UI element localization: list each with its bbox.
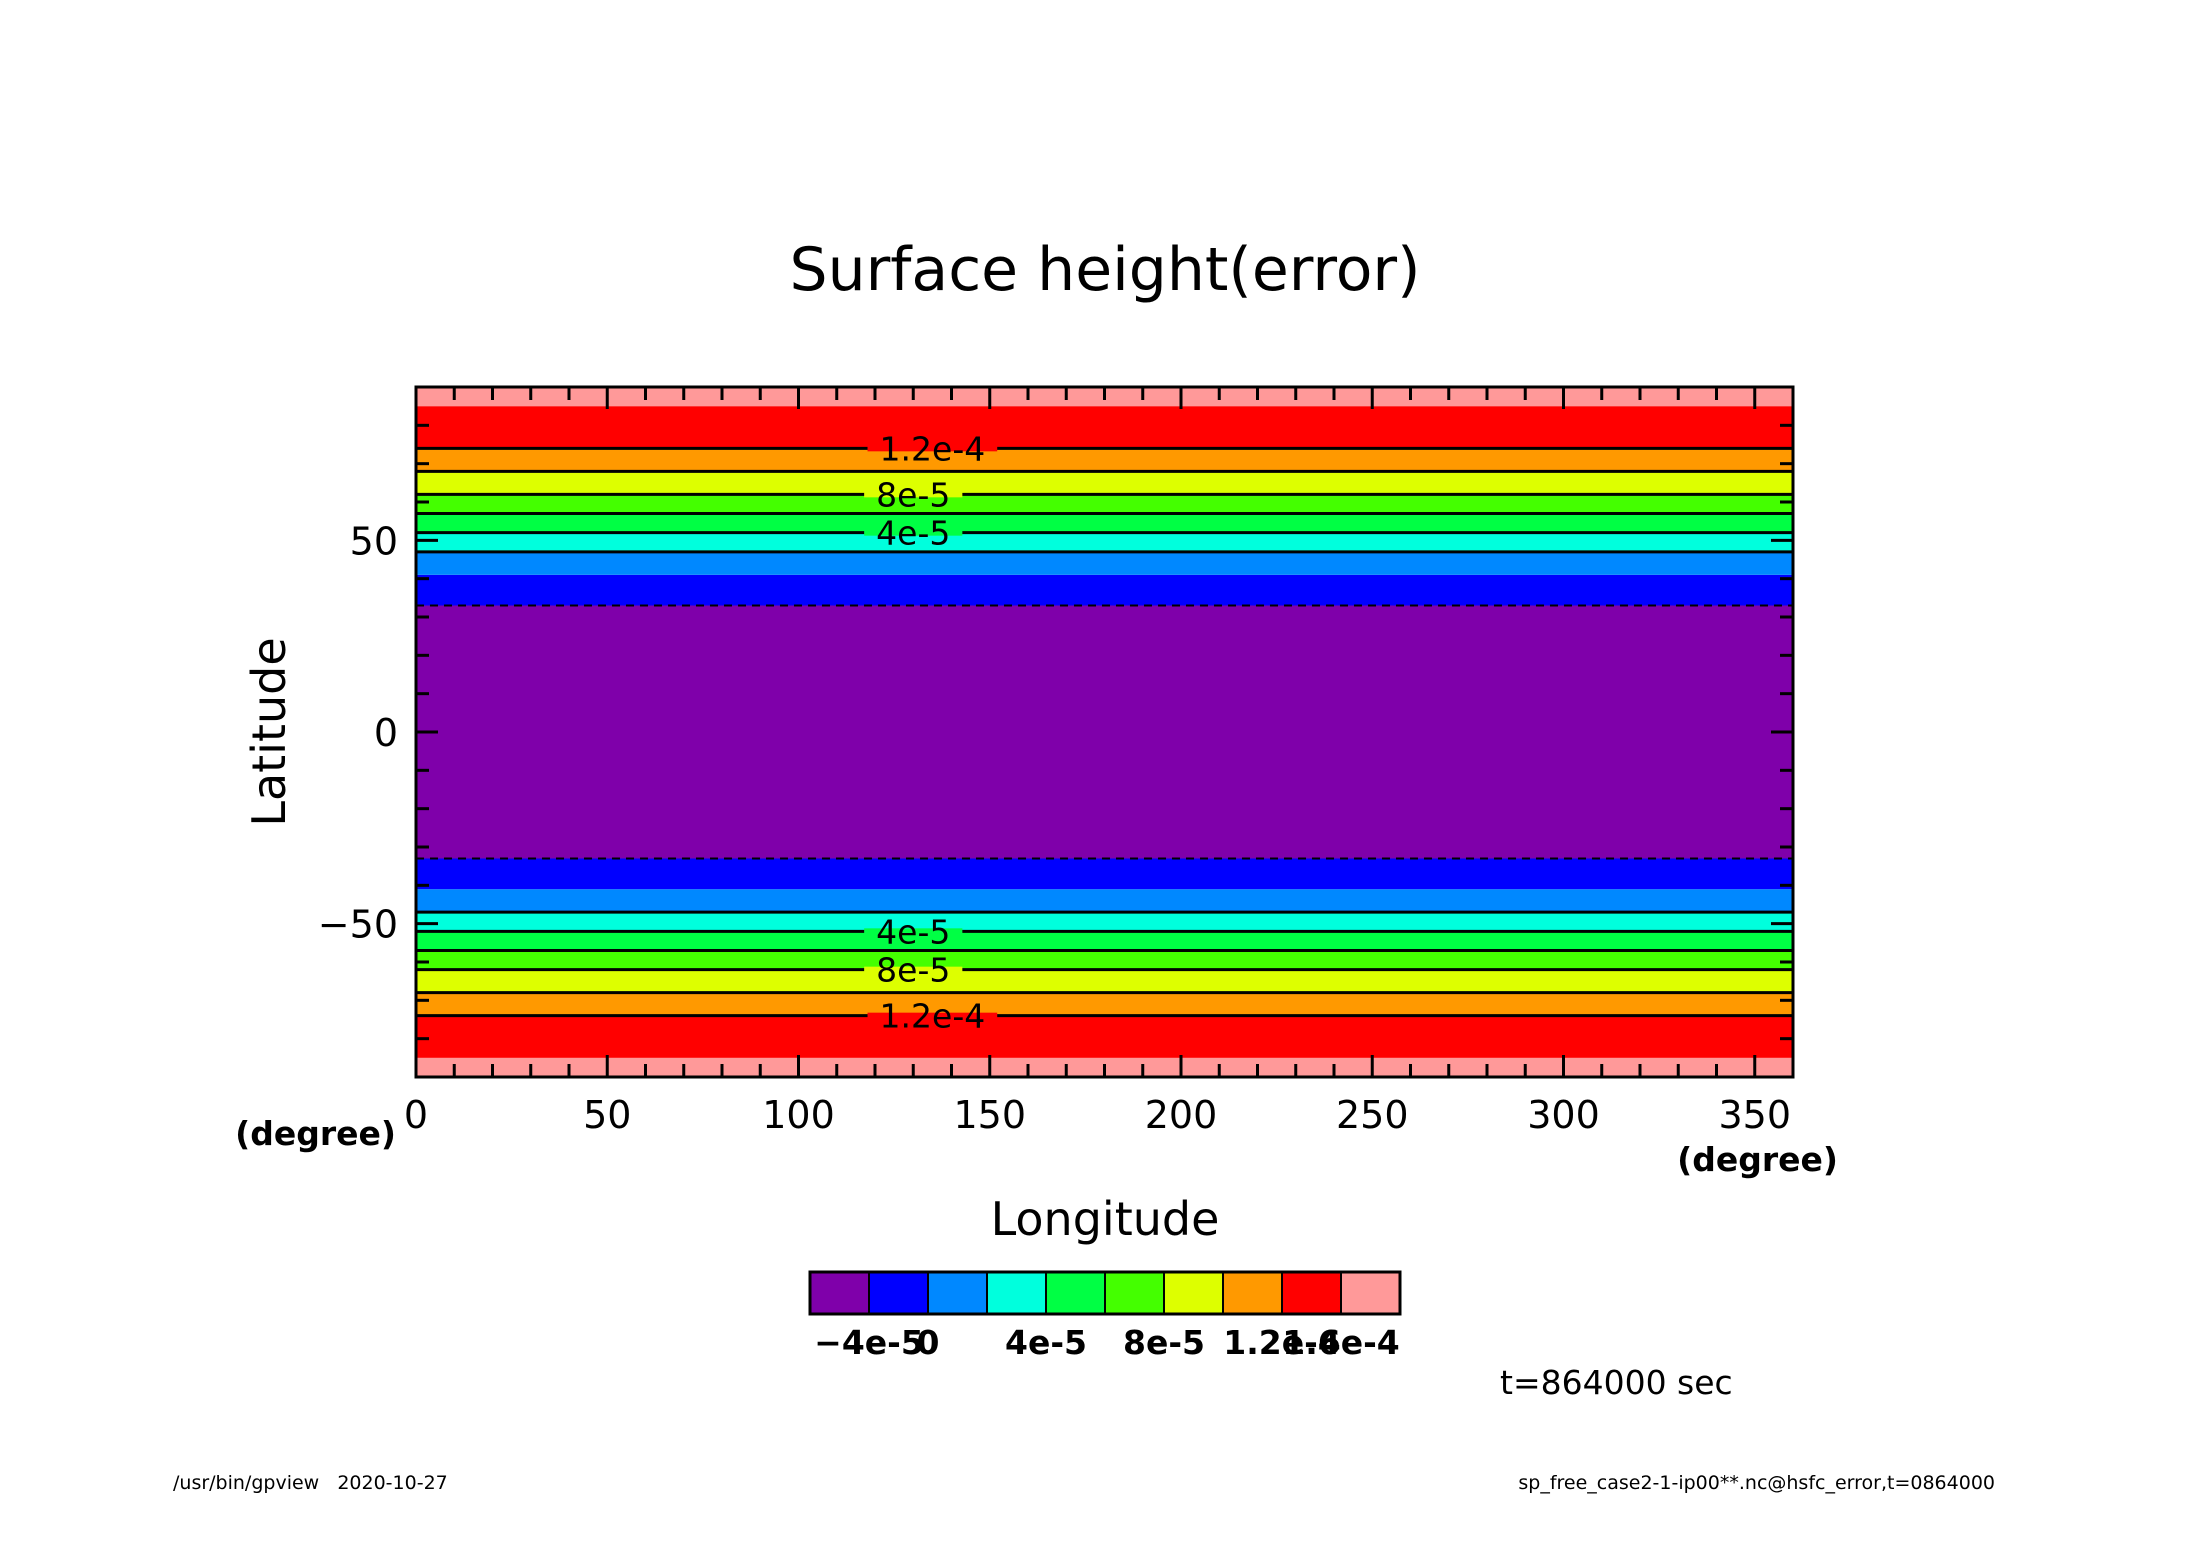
x-tick-label: 300 [1527,1093,1600,1137]
contour-label: 8e-5 [876,951,950,990]
time-label: t=864000 sec [1500,1363,1733,1402]
contour-label: 4e-5 [876,514,950,553]
colorbar [809,1271,1401,1315]
footer-right: sp_free_case2-1-ip00**.nc@hsfc_error,t=0… [1518,1472,1995,1494]
contour-band [416,992,1793,1016]
contour-label: 8e-5 [876,475,950,514]
colorbar-labels: −4e-50 4e-5 8e-5 1.2e-41.6e-4 [814,1323,1400,1362]
x-tick-labels: 0 50 100 150 200 250 300 350 [404,1093,1791,1137]
x-tick-label: 100 [762,1093,835,1137]
contour-lines [416,446,1793,1018]
colorbar-swatch [1163,1271,1224,1315]
contour-band [416,471,1793,495]
x-tick-label: 200 [1145,1093,1218,1137]
colorbar-frame [808,1270,1402,1316]
x-tick-label: 250 [1336,1093,1409,1137]
contour-band [416,448,1793,472]
contour-band [416,889,1793,913]
footer-left: /usr/bin/gpview 2020-10-27 [173,1472,448,1494]
y-tick-label: −50 [318,903,398,947]
contour-label-gap [864,529,963,536]
colorbar-label: −4e-5 [814,1323,924,1362]
plot-frame [414,385,1795,1079]
colorbar-label: 4e-5 [1005,1323,1087,1362]
colorbar-swatch [986,1271,1047,1315]
contour-label-gap [864,491,963,498]
colorbar-swatch [1104,1271,1165,1315]
x-axis-title: Longitude [991,1192,1220,1246]
contour-band [416,574,1793,606]
contour-label-gap [864,966,963,973]
contour-label: 4e-5 [876,912,950,951]
y-tick-labels: −50 0 50 [318,519,398,946]
contour-band [416,551,1793,575]
x-unit-label-left: (degree) [235,1114,396,1153]
contour-band [416,950,1793,970]
contour-label-gap [867,1012,998,1019]
contour-band [416,532,1793,552]
contour-label-gap [867,445,998,452]
contour-band [416,605,1793,859]
colorbar-label: 0 [917,1323,940,1362]
colorbar-swatch [1340,1271,1401,1315]
x-tick-label: 350 [1718,1093,1791,1137]
contour-band [416,494,1793,514]
contour-band [416,406,1793,449]
colorbar-label: 1.2e-4 [1223,1323,1341,1362]
colorbar-swatch [1281,1271,1342,1315]
colorbar-swatch [1222,1271,1283,1315]
contour-label: 1.2e-4 [880,429,986,468]
x-tick-label: 150 [953,1093,1026,1137]
colorbar-label: 1.6e-4 [1282,1323,1400,1362]
contour-label: 1.2e-4 [880,997,986,1036]
x-unit-label-right: (degree) [1677,1140,1838,1179]
y-tick-label: 50 [350,519,398,563]
contour-band [416,931,1793,951]
contour-label-gap [864,928,963,935]
contour-band [416,969,1793,993]
y-axis-title: Latitude [242,637,296,826]
colorbar-swatch [1045,1271,1106,1315]
y-tick-label: 0 [374,711,398,755]
contour-band [416,513,1793,533]
contour-band [416,912,1793,932]
x-tick-label: 50 [583,1093,631,1137]
colorbar-swatch [868,1271,929,1315]
contour-band [416,1015,1793,1058]
x-tick-label: 0 [404,1093,428,1137]
chart-title: Surface height(error) [790,235,1421,305]
contour-band [416,858,1793,890]
colorbar-swatch [927,1271,988,1315]
colorbar-swatch [809,1271,870,1315]
colorbar-label: 8e-5 [1123,1323,1205,1362]
contour-labels: 1.2e-48e-54e-54e-58e-51.2e-4 [864,429,998,1036]
contour-bands [416,387,1793,1077]
